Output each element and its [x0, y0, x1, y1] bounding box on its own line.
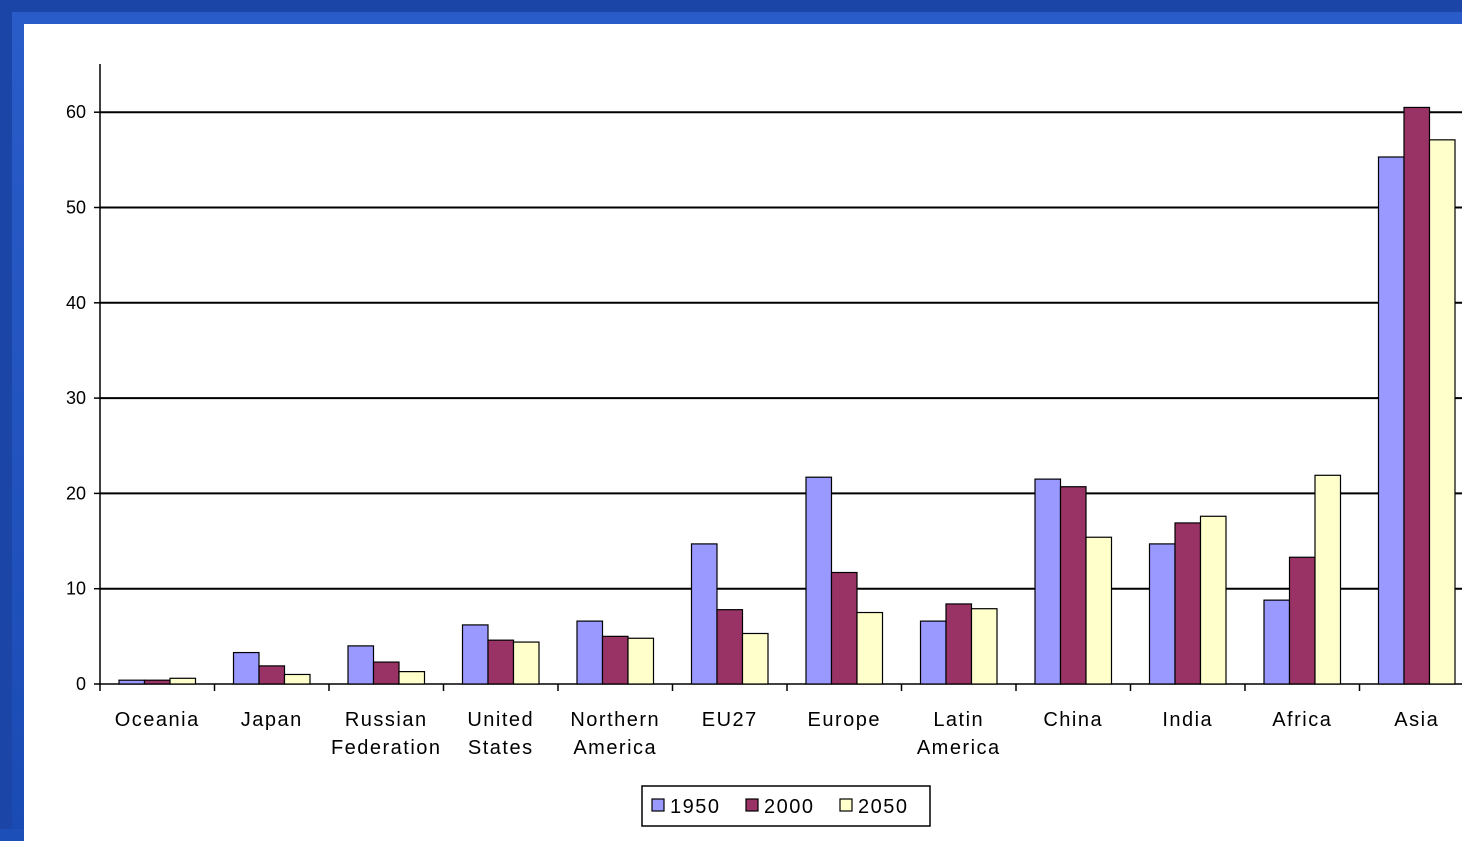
x-category-label: Russian [345, 709, 428, 731]
y-tick-label: 60 [66, 102, 86, 122]
bar-1950 [1034, 478, 1062, 685]
y-tick-label: 30 [66, 388, 86, 408]
legend-label: 2050 [858, 796, 909, 818]
bar-2000 [372, 661, 400, 685]
chart-panel: 0 10 20 30 40 50 60 Oceania Japan Russian Federati… [24, 24, 1462, 841]
x-category-label: United [467, 709, 534, 731]
bar-2000 [1288, 556, 1316, 685]
bar-1950 [1377, 156, 1405, 685]
bar-2000 [830, 571, 858, 685]
bar-1950 [461, 624, 489, 685]
bar-chart: 0 10 20 30 40 50 60 Oceania Japan Russian Federati… [66, 64, 1462, 827]
bar-1950 [690, 543, 718, 685]
y-tick-label: 10 [66, 579, 86, 599]
y-tick-label: 0 [76, 674, 86, 694]
legend-label: 2000 [764, 796, 815, 818]
x-category-label: Africa [1272, 709, 1332, 731]
legend-label: 1950 [670, 796, 721, 818]
bar-2000 [945, 603, 973, 685]
bar-2050 [1199, 515, 1227, 685]
bar-1950 [805, 476, 833, 685]
bar-2050 [169, 677, 197, 685]
bar-2000 [1403, 106, 1431, 685]
bar-2050 [627, 637, 655, 685]
x-category-label: America [917, 737, 1001, 759]
bar-1950 [347, 645, 375, 685]
x-category-label: EU27 [702, 709, 758, 731]
legend-swatch [745, 798, 759, 812]
bar-2000 [1174, 522, 1202, 685]
x-category-label: Asia [1394, 709, 1439, 731]
bar-2050 [741, 632, 769, 685]
legend-box [641, 785, 931, 827]
x-category-label: Latin [933, 709, 984, 731]
bar-2000 [487, 639, 515, 685]
bar-2000 [258, 665, 286, 685]
bar-2000 [1059, 486, 1087, 685]
bar-2000 [143, 679, 171, 685]
bar-1950 [1148, 543, 1176, 685]
x-category-label: India [1162, 709, 1213, 731]
bar-1950 [1263, 599, 1291, 685]
x-category-label: China [1043, 709, 1103, 731]
legend-swatch [839, 798, 853, 812]
bar-2050 [1428, 139, 1456, 685]
legend-swatch [651, 798, 665, 812]
bar-2000 [716, 609, 744, 685]
bar-2050 [1085, 536, 1113, 685]
x-category-label: Northern [570, 709, 660, 731]
bar-1950 [919, 620, 947, 685]
y-tick-label: 40 [66, 293, 86, 313]
y-tick-label: 20 [66, 483, 86, 503]
bar-2050 [398, 671, 426, 685]
x-category-label: States [468, 737, 534, 759]
bar-2050 [512, 641, 540, 685]
bar-2050 [1314, 474, 1342, 685]
x-category-label: Japan [241, 709, 303, 731]
bar-2050 [283, 673, 311, 685]
x-category-label: Europe [808, 709, 882, 731]
x-category-label: Oceania [115, 709, 200, 731]
bar-2000 [601, 635, 629, 685]
bar-1950 [118, 679, 146, 685]
x-category-label: America [573, 737, 657, 759]
bar-2050 [970, 608, 998, 685]
bar-1950 [576, 620, 604, 685]
bar-1950 [232, 651, 260, 685]
bar-2050 [856, 611, 884, 685]
y-tick-label: 50 [66, 198, 86, 218]
x-category-label: Federation [331, 737, 442, 759]
